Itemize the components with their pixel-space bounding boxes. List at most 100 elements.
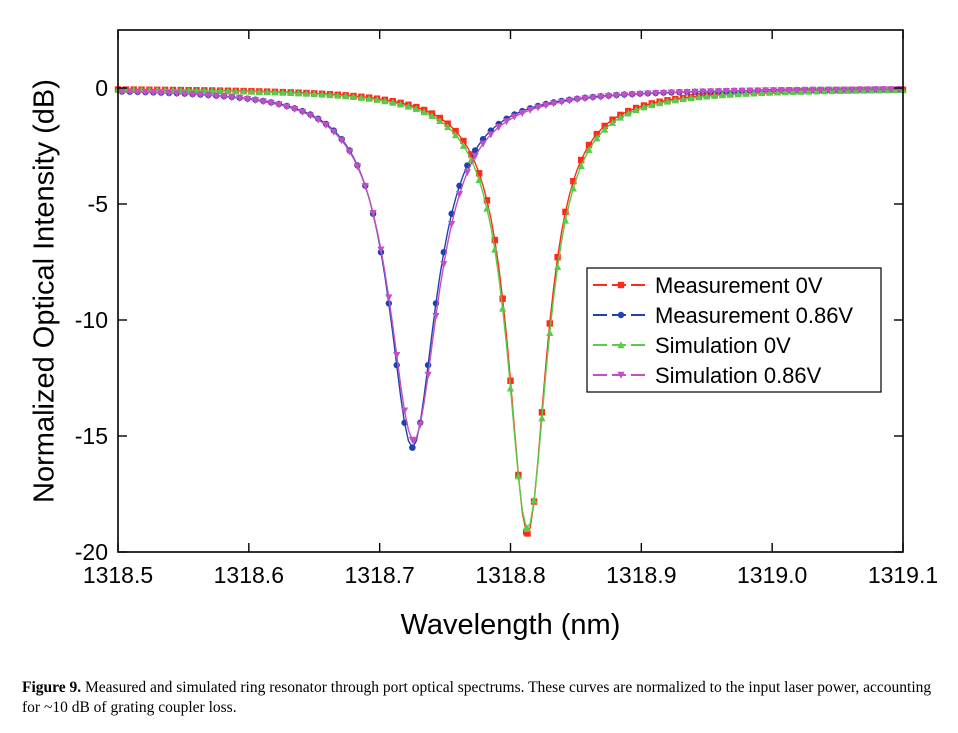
data-point xyxy=(718,91,727,99)
data-point xyxy=(777,87,785,95)
data-point xyxy=(805,87,813,95)
data-point xyxy=(699,88,707,96)
legend-marker xyxy=(617,311,625,319)
data-point xyxy=(251,97,259,105)
data-point xyxy=(279,88,287,96)
y-tick-label: -20 xyxy=(75,539,108,565)
data-point xyxy=(726,90,734,98)
data-point xyxy=(813,87,821,95)
data-point xyxy=(750,89,758,97)
data-point xyxy=(887,86,895,94)
data-point xyxy=(534,104,542,112)
data-point xyxy=(648,101,656,109)
data-point xyxy=(659,89,668,97)
data-point xyxy=(510,113,519,121)
data-point xyxy=(397,100,405,108)
data-point xyxy=(263,88,271,96)
data-point xyxy=(573,96,581,104)
caption-label: Figure 9. xyxy=(22,679,82,696)
data-point xyxy=(616,113,624,121)
data-point xyxy=(663,97,672,105)
data-point xyxy=(149,89,157,97)
data-point xyxy=(550,100,558,108)
data-point xyxy=(828,87,836,95)
data-point xyxy=(452,127,459,135)
data-point xyxy=(448,220,456,228)
data-point xyxy=(495,124,503,132)
data-point xyxy=(730,87,738,95)
data-point xyxy=(864,86,872,94)
data-point xyxy=(785,87,793,95)
data-point xyxy=(464,162,471,169)
data-point xyxy=(412,105,420,113)
data-point xyxy=(502,118,511,126)
y-tick-label: -5 xyxy=(88,191,108,217)
data-point xyxy=(330,128,338,136)
data-point xyxy=(585,146,593,154)
data-point xyxy=(243,95,252,103)
data-point xyxy=(506,384,515,392)
data-point xyxy=(742,89,750,97)
data-point xyxy=(267,99,275,107)
data-point xyxy=(801,86,809,94)
data-point xyxy=(570,177,577,185)
x-tick-label: 1318.5 xyxy=(83,562,153,588)
data-point xyxy=(773,88,781,96)
data-point xyxy=(781,88,789,96)
data-point xyxy=(475,170,483,177)
data-point xyxy=(624,109,632,117)
data-point xyxy=(569,184,577,192)
data-point xyxy=(275,101,283,109)
data-point xyxy=(524,530,531,537)
data-point xyxy=(468,151,475,158)
data-point xyxy=(126,88,134,96)
data-point xyxy=(703,92,711,100)
data-point xyxy=(400,407,409,415)
data-point xyxy=(220,93,228,101)
data-point xyxy=(514,472,522,480)
data-point xyxy=(644,90,652,98)
data-point xyxy=(409,444,416,451)
data-point xyxy=(291,105,299,113)
x-tick-label: 1319.0 xyxy=(737,562,807,588)
x-tick-label: 1319.1 xyxy=(868,562,938,588)
data-point xyxy=(581,95,589,103)
data-point xyxy=(523,525,532,532)
data-point xyxy=(424,371,432,379)
data-point xyxy=(636,90,644,98)
legend-marker xyxy=(617,341,625,349)
data-point xyxy=(338,137,346,145)
data-point xyxy=(306,112,314,120)
data-point xyxy=(518,109,526,117)
data-point xyxy=(565,97,573,105)
data-point xyxy=(714,88,723,96)
data-point xyxy=(196,91,205,99)
data-point xyxy=(440,261,448,269)
data-point xyxy=(765,88,774,96)
data-point xyxy=(628,91,636,99)
data-point xyxy=(455,191,464,199)
data-point xyxy=(232,87,240,95)
data-point xyxy=(165,90,173,98)
data-point xyxy=(707,88,715,96)
y-axis-label: Normalized Optical Intensity (dB) xyxy=(29,79,61,503)
data-point xyxy=(793,86,801,94)
data-point xyxy=(562,208,569,216)
legend-marker xyxy=(617,371,625,379)
data-point xyxy=(208,86,216,94)
data-point xyxy=(499,295,506,302)
x-axis-label: Wavelength (nm) xyxy=(401,609,621,641)
data-point xyxy=(459,141,467,149)
data-point xyxy=(691,88,699,96)
data-point xyxy=(789,88,797,96)
data-point xyxy=(652,90,660,98)
data-point xyxy=(499,304,507,312)
data-point xyxy=(758,89,766,97)
data-point xyxy=(640,103,648,111)
data-point xyxy=(554,253,561,261)
data-point xyxy=(491,236,498,244)
data-point xyxy=(608,118,617,126)
x-tick-label: 1318.6 xyxy=(214,562,284,588)
data-point xyxy=(769,87,778,95)
data-point xyxy=(538,414,546,422)
